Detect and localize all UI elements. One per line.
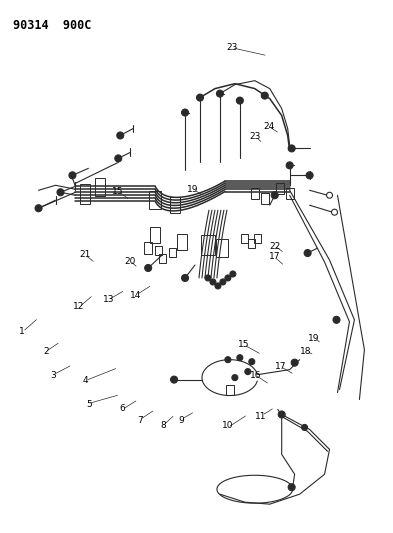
Circle shape bbox=[182, 109, 189, 116]
Circle shape bbox=[301, 424, 308, 431]
Text: 15: 15 bbox=[112, 187, 124, 196]
Text: 11: 11 bbox=[255, 412, 267, 421]
Circle shape bbox=[225, 275, 231, 281]
Circle shape bbox=[217, 90, 223, 97]
Bar bbox=[149, 191, 161, 209]
Text: 22: 22 bbox=[269, 242, 281, 251]
Text: 10: 10 bbox=[222, 421, 233, 430]
Circle shape bbox=[35, 205, 42, 212]
Circle shape bbox=[115, 155, 122, 162]
Text: 17: 17 bbox=[275, 362, 286, 371]
Circle shape bbox=[332, 209, 338, 215]
Circle shape bbox=[215, 283, 221, 289]
Text: 8: 8 bbox=[160, 421, 166, 430]
Bar bbox=[286, 188, 294, 199]
Circle shape bbox=[69, 172, 76, 179]
Bar bbox=[251, 188, 259, 199]
Bar bbox=[201, 235, 215, 255]
Bar bbox=[81, 184, 90, 204]
Text: 90314  900C: 90314 900C bbox=[13, 19, 91, 32]
Circle shape bbox=[249, 359, 255, 365]
Text: 9: 9 bbox=[178, 416, 184, 425]
Circle shape bbox=[271, 192, 278, 199]
Text: 6: 6 bbox=[119, 405, 125, 413]
Bar bbox=[159, 254, 165, 263]
Circle shape bbox=[286, 162, 293, 169]
Circle shape bbox=[306, 172, 313, 179]
Circle shape bbox=[291, 359, 298, 366]
Text: 12: 12 bbox=[73, 302, 85, 311]
Bar bbox=[241, 233, 248, 243]
Text: 21: 21 bbox=[79, 251, 90, 260]
Circle shape bbox=[288, 145, 295, 152]
Text: 17: 17 bbox=[269, 253, 281, 262]
Bar bbox=[254, 233, 261, 243]
Bar bbox=[150, 227, 160, 243]
Circle shape bbox=[333, 316, 340, 324]
Bar bbox=[261, 193, 269, 204]
Circle shape bbox=[220, 279, 226, 285]
Bar bbox=[276, 183, 284, 194]
Circle shape bbox=[145, 264, 152, 271]
Circle shape bbox=[278, 411, 285, 418]
Text: 19: 19 bbox=[187, 185, 198, 194]
Circle shape bbox=[261, 92, 268, 99]
Circle shape bbox=[236, 97, 243, 104]
Text: 24: 24 bbox=[263, 122, 275, 131]
Text: 7: 7 bbox=[137, 416, 143, 425]
Bar bbox=[169, 247, 176, 256]
Text: 19: 19 bbox=[308, 334, 320, 343]
Circle shape bbox=[210, 279, 216, 285]
Circle shape bbox=[237, 354, 243, 361]
Circle shape bbox=[304, 249, 311, 256]
Bar bbox=[248, 239, 255, 247]
Circle shape bbox=[57, 189, 64, 196]
Bar bbox=[144, 242, 152, 254]
Bar bbox=[170, 197, 180, 213]
Text: 4: 4 bbox=[82, 376, 88, 385]
Circle shape bbox=[225, 357, 231, 362]
Bar bbox=[216, 239, 228, 257]
Circle shape bbox=[196, 94, 204, 101]
Text: 1: 1 bbox=[19, 327, 25, 336]
Text: 15: 15 bbox=[238, 340, 249, 349]
Circle shape bbox=[245, 369, 251, 375]
Text: 2: 2 bbox=[43, 347, 49, 356]
Text: 16: 16 bbox=[250, 371, 261, 380]
Circle shape bbox=[205, 275, 211, 281]
Bar bbox=[155, 246, 162, 255]
Circle shape bbox=[171, 376, 178, 383]
Circle shape bbox=[230, 271, 236, 277]
Text: 3: 3 bbox=[51, 371, 57, 380]
Text: 18: 18 bbox=[300, 347, 312, 356]
Circle shape bbox=[182, 274, 189, 281]
Bar bbox=[177, 234, 187, 250]
Circle shape bbox=[327, 192, 332, 198]
Text: 20: 20 bbox=[124, 257, 136, 265]
Circle shape bbox=[288, 484, 295, 491]
Bar bbox=[226, 385, 234, 394]
Bar bbox=[95, 179, 105, 196]
Text: 13: 13 bbox=[103, 295, 114, 304]
Text: 23: 23 bbox=[250, 132, 261, 141]
Text: 23: 23 bbox=[226, 43, 237, 52]
Text: 14: 14 bbox=[130, 291, 141, 300]
Circle shape bbox=[117, 132, 124, 139]
Circle shape bbox=[232, 375, 238, 381]
Text: 5: 5 bbox=[86, 400, 92, 409]
